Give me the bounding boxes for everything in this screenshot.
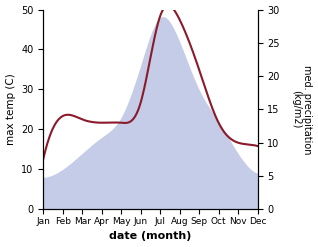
X-axis label: date (month): date (month) <box>109 231 191 242</box>
Y-axis label: med. precipitation
(kg/m2): med. precipitation (kg/m2) <box>291 65 313 154</box>
Y-axis label: max temp (C): max temp (C) <box>5 74 16 145</box>
